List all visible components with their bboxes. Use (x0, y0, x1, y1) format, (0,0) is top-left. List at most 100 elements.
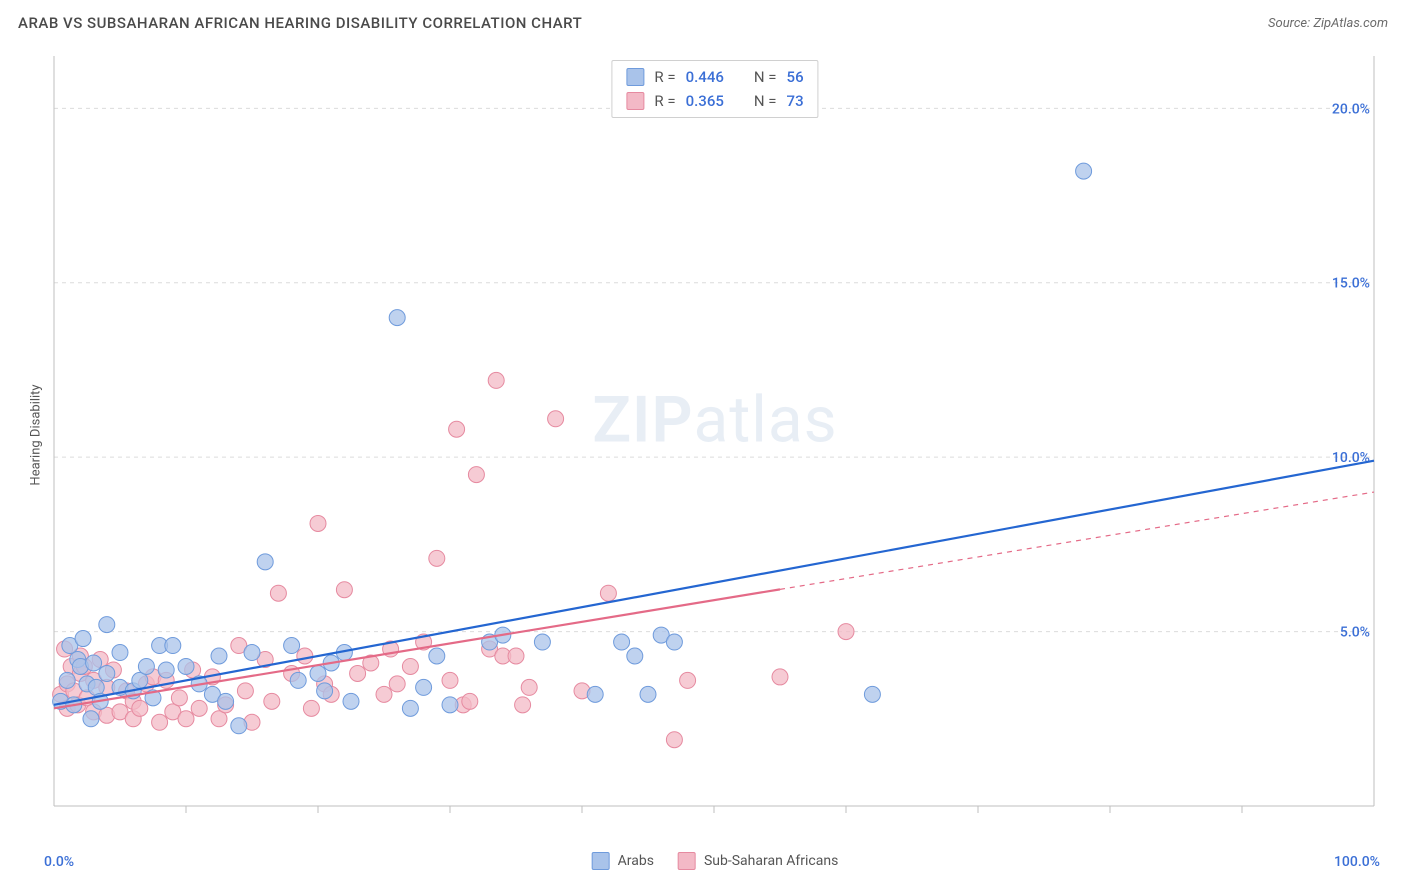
scatter-point-ssafr (389, 676, 405, 692)
scatter-point-arabs (112, 645, 128, 661)
scatter-point-arabs (627, 648, 643, 664)
scatter-point-arabs (231, 718, 247, 734)
y-tick-label: 10.0% (1332, 450, 1370, 466)
legend-n-value-arabs: 56 (787, 68, 804, 86)
scatter-point-arabs (99, 617, 115, 633)
scatter-point-ssafr (178, 711, 194, 727)
x-tick-right: 100.0% (1334, 854, 1380, 870)
legend-n-label: N = (754, 68, 777, 86)
scatter-point-arabs (284, 638, 300, 654)
legend-n-value-ssafr: 73 (787, 92, 804, 110)
scatter-point-arabs (587, 686, 603, 702)
scatter-point-ssafr (462, 693, 478, 709)
source-prefix: Source: (1268, 16, 1313, 31)
scatter-point-arabs (864, 686, 880, 702)
scatter-point-ssafr (152, 714, 168, 730)
legend-n-label: N = (754, 92, 777, 110)
scatter-point-arabs (290, 672, 306, 688)
scatter-point-ssafr (449, 421, 465, 437)
scatter-point-arabs (75, 631, 91, 647)
scatter-point-arabs (138, 658, 154, 674)
scatter-point-arabs (88, 679, 104, 695)
scatter-point-ssafr (264, 693, 280, 709)
scatter-point-ssafr (521, 679, 537, 695)
scatter-point-arabs (534, 634, 550, 650)
scatter-point-ssafr (772, 669, 788, 685)
legend-top-row-ssafr: R = 0.365 N = 73 (626, 89, 803, 113)
scatter-point-ssafr (600, 585, 616, 601)
scatter-point-arabs (310, 665, 326, 681)
scatter-point-arabs (614, 634, 630, 650)
legend-swatch-arabs (626, 68, 644, 86)
chart-title: ARAB VS SUBSAHARAN AFRICAN HEARING DISAB… (18, 14, 582, 32)
scatter-point-arabs (640, 686, 656, 702)
legend-swatch-arabs (592, 852, 610, 870)
x-tick-left: 0.0% (44, 854, 74, 870)
scatter-point-ssafr (515, 697, 531, 713)
scatter-point-ssafr (237, 683, 253, 699)
legend-r-label: R = (654, 92, 675, 110)
scatter-point-arabs (1076, 163, 1092, 179)
scatter-point-ssafr (132, 700, 148, 716)
scatter-point-ssafr (297, 648, 313, 664)
legend-swatch-ssafr (678, 852, 696, 870)
legend-label-arabs: Arabs (618, 853, 654, 869)
scatter-point-arabs (165, 638, 181, 654)
scatter-point-arabs (158, 662, 174, 678)
scatter-point-ssafr (429, 550, 445, 566)
legend-swatch-ssafr (626, 92, 644, 110)
scatter-point-ssafr (442, 672, 458, 688)
x-axis-area: 0.0% 100.0% ArabsSub-Saharan Africans (50, 832, 1380, 892)
scatter-point-arabs (317, 683, 333, 699)
scatter-point-arabs (442, 697, 458, 713)
scatter-point-arabs (86, 655, 102, 671)
legend-top-row-arabs: R = 0.446 N = 56 (626, 65, 803, 89)
y-tick-label: 15.0% (1332, 276, 1370, 292)
scatter-point-ssafr (191, 700, 207, 716)
scatter-point-arabs (178, 658, 194, 674)
y-tick-label: 5.0% (1340, 625, 1370, 641)
chart-area: Hearing Disability ZIPatlas 5.0%10.0%15.… (50, 50, 1380, 820)
scatter-point-arabs (416, 679, 432, 695)
legend-r-value-ssafr: 0.365 (686, 92, 724, 110)
scatter-point-ssafr (310, 515, 326, 531)
y-axis-label: Hearing Disability (29, 384, 44, 485)
scatter-point-ssafr (666, 732, 682, 748)
legend-top: R = 0.446 N = 56 R = 0.365 N = 73 (611, 60, 818, 118)
scatter-point-ssafr (376, 686, 392, 702)
source-name: ZipAtlas.com (1313, 16, 1388, 31)
plot-svg: 5.0% 10.0% 15.0% 20.0% (50, 50, 1380, 820)
scatter-point-arabs (666, 634, 682, 650)
scatter-point-ssafr (303, 700, 319, 716)
scatter-point-ssafr (336, 582, 352, 598)
scatter-point-arabs (429, 648, 445, 664)
scatter-point-ssafr (838, 624, 854, 640)
legend-bottom: Arabs Sub-Saharan Africans (592, 852, 839, 870)
scatter-point-arabs (389, 310, 405, 326)
scatter-point-arabs (218, 693, 234, 709)
scatter-point-ssafr (680, 672, 696, 688)
trend-line-dashed-ssafr (780, 492, 1374, 589)
scatter-point-ssafr (171, 690, 187, 706)
scatter-point-ssafr (350, 665, 366, 681)
scatter-point-arabs (244, 645, 260, 661)
scatter-point-arabs (99, 665, 115, 681)
scatter-point-arabs (211, 648, 227, 664)
legend-r-label: R = (654, 68, 675, 86)
scatter-point-ssafr (508, 648, 524, 664)
scatter-point-arabs (83, 711, 99, 727)
source: Source: ZipAtlas.com (1268, 16, 1388, 31)
scatter-point-arabs (257, 554, 273, 570)
scatter-point-arabs (59, 672, 75, 688)
legend-bottom-item-ssafr: Sub-Saharan Africans (678, 852, 838, 870)
legend-label-ssafr: Sub-Saharan Africans (704, 853, 838, 869)
trend-line-arabs (54, 461, 1374, 705)
scatter-point-ssafr (548, 411, 564, 427)
legend-r-value-arabs: 0.446 (686, 68, 724, 86)
scatter-point-ssafr (488, 372, 504, 388)
scatter-point-ssafr (402, 658, 418, 674)
legend-bottom-item-arabs: Arabs (592, 852, 654, 870)
scatter-point-ssafr (270, 585, 286, 601)
y-tick-label: 20.0% (1332, 101, 1370, 117)
chart-header: ARAB VS SUBSAHARAN AFRICAN HEARING DISAB… (0, 0, 1406, 42)
